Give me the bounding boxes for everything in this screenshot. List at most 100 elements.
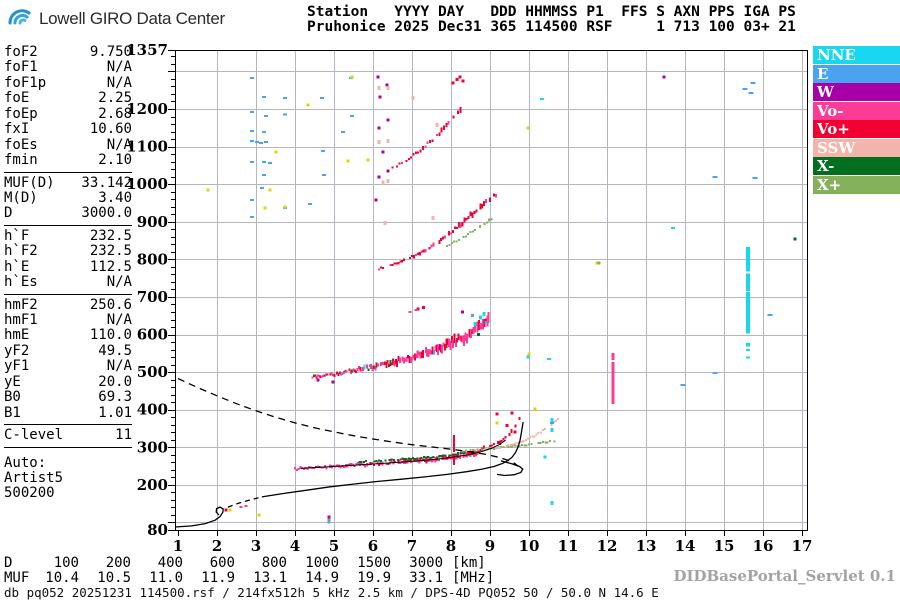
autoscaling-line: Auto:	[4, 454, 132, 471]
param-row: h`Es N/A	[4, 274, 132, 291]
logo-bar: Lowell GIRO Data Center	[8, 6, 225, 31]
svg-text:13: 13	[636, 537, 657, 555]
param-row: B1 1.01	[4, 404, 132, 421]
muf-row-cell: 11.9	[201, 569, 235, 586]
param-label: D	[4, 205, 13, 222]
d-row-cell: 600	[209, 555, 235, 571]
station-header-line1: Station YYYY DAY DDD HHMMSS P1 FFS S AXN…	[307, 4, 796, 20]
param-value: N/A	[106, 274, 132, 291]
autoscaling-text: Auto:	[4, 454, 47, 471]
svg-text:700: 700	[137, 288, 168, 306]
param-label: h`F	[4, 227, 30, 244]
param-row: yF2 49.5	[4, 342, 132, 359]
param-row: fxI 10.60	[4, 121, 132, 138]
d-row-cell: 1500	[357, 555, 391, 571]
param-value: 20.0	[98, 373, 132, 390]
muf-row: MUF 10.4 10.5 11.0 11.9 13.1 14.9 19.9 33.1 [MHz]	[4, 569, 495, 586]
param-value: 232.5	[89, 227, 132, 244]
svg-text:1100: 1100	[126, 138, 168, 156]
param-row: yF1 N/A	[4, 358, 132, 375]
param-value: 3000.0	[81, 205, 132, 222]
station-header-line2: Pruhonice 2025 Dec31 365 114500 RSF 1 71…	[307, 19, 796, 35]
autoscaling-line: 500200	[4, 485, 132, 501]
d-row-cell: 100	[53, 555, 79, 571]
param-label: h`Es	[4, 274, 38, 291]
param-value: 2.25	[98, 90, 132, 107]
param-label: foEs	[4, 136, 38, 153]
param-value: 3.40	[98, 189, 132, 206]
autoscaling-line: Artist5	[4, 469, 132, 486]
svg-text:1200: 1200	[126, 100, 168, 118]
svg-text:3: 3	[251, 537, 261, 555]
param-label: foE	[4, 90, 30, 107]
param-value: 49.5	[98, 342, 132, 359]
param-label: foF1	[4, 59, 38, 76]
legend-item-nne: NNE	[813, 46, 900, 64]
giro-wave-icon	[8, 6, 34, 31]
param-row: hmF1 N/A	[4, 312, 132, 328]
param-row: hmE 110.0	[4, 327, 132, 344]
param-value: 69.3	[98, 389, 132, 406]
param-row: foF2 9.750	[4, 44, 132, 60]
svg-text:8: 8	[446, 537, 456, 555]
legend-item-ssw: SSW	[813, 138, 900, 157]
param-label: yF1	[4, 358, 30, 375]
muf-row-cell: 19.9	[357, 569, 391, 586]
param-value: 33.142	[81, 174, 132, 191]
svg-text:6: 6	[368, 537, 378, 555]
param-row: yE 20.0	[4, 373, 132, 390]
param-label: MUF(D)	[4, 174, 55, 191]
d-row-cell: D	[4, 555, 13, 571]
param-label: h`F2	[4, 243, 38, 260]
param-value: N/A	[106, 59, 132, 76]
param-row: M(D) 3.40	[4, 189, 132, 206]
param-label: B1	[4, 404, 21, 421]
param-divider	[4, 293, 132, 295]
param-label: hmE	[4, 327, 30, 344]
d-row-cell: 1000	[305, 555, 339, 571]
param-value: 250.6	[89, 296, 132, 313]
svg-text:16: 16	[753, 537, 774, 555]
param-value: 1.01	[98, 404, 132, 421]
svg-text:600: 600	[137, 326, 168, 344]
legend: NNE E W Vo- Vo+ SSW X- X+	[813, 46, 900, 194]
param-row: D 3000.0	[4, 205, 132, 222]
muf-row-cell: 10.5	[97, 569, 131, 586]
svg-text:7: 7	[407, 537, 417, 555]
param-value: N/A	[106, 358, 132, 375]
d-row-cell: 800	[261, 555, 287, 571]
param-row: hmF2 250.6	[4, 296, 132, 313]
svg-text:400: 400	[137, 401, 168, 419]
page-title: Lowell GIRO Data Center	[39, 8, 225, 28]
param-row: B0 69.3	[4, 389, 132, 406]
autoscaling-text: Artist5	[4, 469, 64, 486]
param-value: 232.5	[89, 243, 132, 260]
param-value: 110.0	[89, 327, 132, 344]
svg-text:17: 17	[792, 537, 813, 555]
svg-text:10: 10	[519, 537, 540, 555]
d-row-cell: 200	[105, 555, 131, 571]
param-row: foEp 2.68	[4, 105, 132, 122]
svg-text:800: 800	[137, 250, 168, 268]
param-divider	[4, 446, 132, 448]
param-label: hmF1	[4, 312, 38, 328]
param-label: foF1p	[4, 74, 47, 91]
param-value: 10.60	[89, 121, 132, 138]
param-label: foEp	[4, 105, 38, 122]
legend-item-w: W	[813, 83, 900, 101]
d-row-cell: 3000	[409, 555, 443, 571]
param-row: foF1p N/A	[4, 74, 132, 91]
param-row: foF1 N/A	[4, 59, 132, 76]
svg-text:4: 4	[290, 537, 300, 555]
param-label: foF2	[4, 44, 38, 60]
muf-row-cell: [MHz]	[452, 569, 495, 586]
svg-text:1357: 1357	[126, 41, 168, 59]
muf-row-cell: 11.0	[149, 569, 183, 586]
d-row: D 100 200 400 600 800 1000 1500 3000 [km]	[4, 556, 494, 571]
legend-item-vo+: Vo+	[813, 120, 900, 138]
station-header: Station YYYY DAY DDD HHMMSS P1 FFS S AXN…	[307, 5, 796, 35]
svg-text:9: 9	[485, 537, 495, 555]
param-panel: foF2 9.750 foF1 N/A foF1p N/A foE 2.25 foEp 2.68 f…	[4, 44, 132, 502]
param-divider	[4, 424, 132, 426]
param-row: MUF(D) 33.142	[4, 174, 132, 191]
